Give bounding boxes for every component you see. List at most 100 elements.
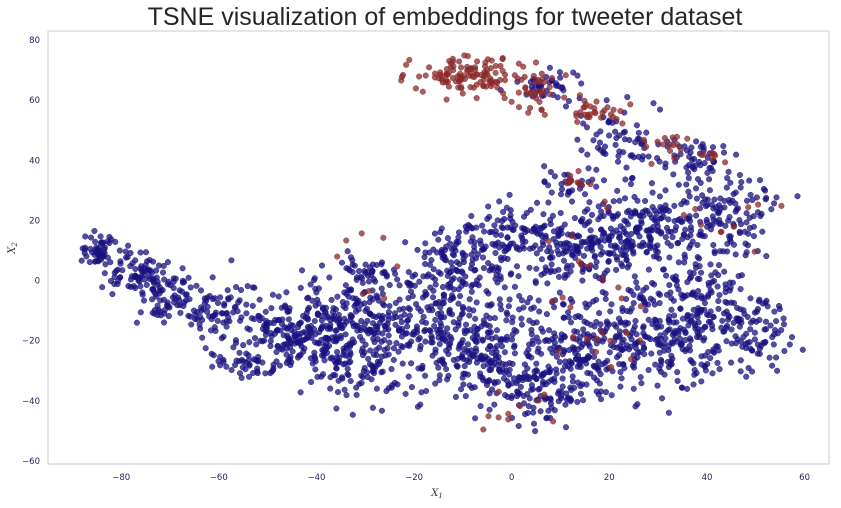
scatter-point-class-0 xyxy=(469,281,476,288)
scatter-point-class-0 xyxy=(671,276,678,283)
scatter-point-class-0 xyxy=(466,312,473,319)
scatter-point-class-0 xyxy=(694,275,701,282)
scatter-point-class-0 xyxy=(347,254,354,261)
scatter-point-class-0 xyxy=(375,297,382,304)
scatter-point-class-0 xyxy=(460,304,467,311)
scatter-point-class-0 xyxy=(753,194,760,201)
scatter-point-class-0 xyxy=(658,358,665,365)
scatter-point-class-0 xyxy=(675,240,682,247)
scatter-point-class-0 xyxy=(694,254,701,261)
scatter-point-class-0 xyxy=(594,144,601,151)
scatter-point-class-0 xyxy=(218,310,225,317)
scatter-point-class-0 xyxy=(341,348,348,355)
scatter-point-class-0 xyxy=(706,187,713,194)
scatter-point-class-0 xyxy=(440,329,447,336)
scatter-point-class-0 xyxy=(367,311,374,318)
scatter-point-class-0 xyxy=(625,221,632,228)
scatter-point-class-0 xyxy=(369,404,376,411)
scatter-point-class-0 xyxy=(496,296,503,303)
scatter-point-class-0 xyxy=(253,341,260,348)
scatter-point-class-0 xyxy=(379,368,386,375)
scatter-point-class-0 xyxy=(685,175,692,182)
scatter-point-class-1 xyxy=(593,98,600,105)
scatter-point-class-0 xyxy=(94,250,101,257)
scatter-point-class-1 xyxy=(464,53,471,60)
scatter-point-class-0 xyxy=(447,268,454,275)
scatter-point-class-0 xyxy=(99,284,106,291)
scatter-point-class-0 xyxy=(347,286,354,293)
scatter-point-class-0 xyxy=(506,296,513,303)
scatter-point-class-0 xyxy=(419,365,426,372)
scatter-point-class-1 xyxy=(502,71,509,78)
x-axis-label: X1 xyxy=(430,488,443,500)
scatter-point-class-0 xyxy=(275,317,282,324)
scatter-point-class-0 xyxy=(547,400,554,407)
scatter-point-class-0 xyxy=(688,313,695,320)
scatter-point-class-0 xyxy=(101,270,108,277)
scatter-point-class-1 xyxy=(480,426,487,433)
scatter-point-class-0 xyxy=(621,217,628,224)
scatter-point-class-1 xyxy=(661,134,668,141)
scatter-point-class-0 xyxy=(643,129,650,136)
scatter-point-class-0 xyxy=(526,264,533,271)
scatter-point-class-0 xyxy=(157,312,164,319)
scatter-point-class-1 xyxy=(619,120,626,127)
scatter-point-class-0 xyxy=(683,199,690,206)
scatter-point-class-0 xyxy=(679,235,686,242)
scatter-point-class-0 xyxy=(183,297,190,304)
scatter-point-class-0 xyxy=(431,323,438,330)
scatter-point-class-0 xyxy=(542,337,549,344)
scatter-point-class-0 xyxy=(770,341,777,348)
scatter-point-class-0 xyxy=(97,233,104,240)
scatter-point-class-0 xyxy=(666,254,673,261)
scatter-point-class-0 xyxy=(610,215,617,222)
scatter-point-class-0 xyxy=(355,306,362,313)
scatter-point-class-0 xyxy=(500,208,507,215)
scatter-point-class-0 xyxy=(668,361,675,368)
scatter-point-class-1 xyxy=(435,75,442,82)
scatter-point-class-0 xyxy=(647,336,654,343)
scatter-point-class-0 xyxy=(602,290,609,297)
scatter-point-class-0 xyxy=(498,336,505,343)
scatter-point-class-0 xyxy=(283,345,290,352)
scatter-point-class-0 xyxy=(101,250,108,257)
scatter-point-class-0 xyxy=(319,352,326,359)
scatter-point-class-0 xyxy=(270,361,277,368)
scatter-point-class-0 xyxy=(181,279,188,286)
scatter-point-class-0 xyxy=(485,346,492,353)
scatter-point-class-0 xyxy=(620,225,627,232)
scatter-point-class-0 xyxy=(428,333,435,340)
scatter-point-class-0 xyxy=(324,349,331,356)
scatter-point-class-0 xyxy=(562,401,569,408)
scatter-point-class-0 xyxy=(469,261,476,268)
scatter-point-class-0 xyxy=(616,197,623,204)
scatter-point-class-0 xyxy=(217,362,224,369)
scatter-point-class-0 xyxy=(668,228,675,235)
scatter-point-class-0 xyxy=(495,265,502,272)
scatter-point-class-0 xyxy=(426,249,433,256)
scatter-point-class-0 xyxy=(535,386,542,393)
scatter-point-class-0 xyxy=(422,261,429,268)
scatter-point-class-0 xyxy=(727,179,734,186)
scatter-point-class-0 xyxy=(423,388,430,395)
scatter-point-class-0 xyxy=(240,342,247,349)
scatter-point-class-0 xyxy=(734,304,741,311)
scatter-point-class-1 xyxy=(482,63,489,70)
scatter-point-class-0 xyxy=(461,327,468,334)
scatter-point-class-0 xyxy=(316,329,323,336)
scatter-point-class-0 xyxy=(446,345,453,352)
scatter-point-class-0 xyxy=(626,261,633,268)
scatter-point-class-0 xyxy=(559,383,566,390)
scatter-point-class-0 xyxy=(732,251,739,258)
scatter-point-class-0 xyxy=(687,232,694,239)
scatter-point-class-0 xyxy=(697,179,704,186)
scatter-point-class-0 xyxy=(280,332,287,339)
scatter-point-class-0 xyxy=(710,314,717,321)
scatter-point-class-1 xyxy=(517,403,524,410)
scatter-point-class-0 xyxy=(269,291,276,298)
scatter-point-class-0 xyxy=(388,366,395,373)
scatter-point-class-0 xyxy=(486,406,493,413)
scatter-point-class-0 xyxy=(533,367,540,374)
scatter-point-class-1 xyxy=(636,337,643,344)
scatter-point-class-1 xyxy=(416,73,423,80)
